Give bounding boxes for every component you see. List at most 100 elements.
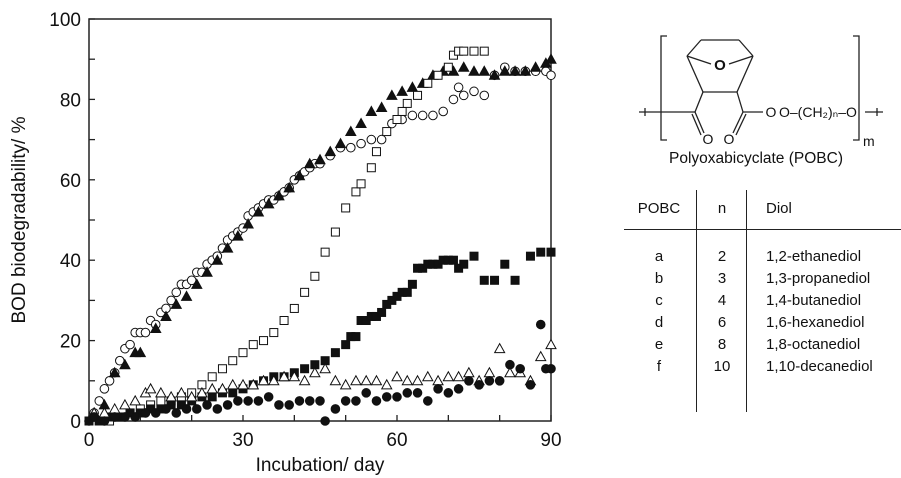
filled-triangle-point: [375, 101, 388, 112]
filled-square-point: [500, 259, 510, 269]
table-cell-n: 4: [717, 292, 727, 309]
open-circle-point: [479, 90, 490, 101]
filled-triangle-point: [273, 189, 285, 201]
left-carbonyl: [639, 108, 705, 136]
open-square-point: [479, 46, 489, 56]
filled-circle-point: [161, 404, 171, 414]
open-circle-point: [469, 86, 479, 97]
filled-circle-point: [315, 396, 325, 406]
table-divider-1: [696, 190, 697, 412]
open-triangle-point: [534, 350, 547, 362]
open-triangle-point: [442, 370, 455, 382]
open-circle-point: [448, 94, 459, 105]
open-square-point: [469, 46, 479, 56]
open-triangle-point: [370, 374, 383, 386]
open-square-point: [413, 90, 423, 100]
filled-triangle-point: [509, 65, 521, 76]
plot-frame: [88, 18, 552, 422]
filled-circle-point: [340, 396, 351, 406]
filled-square-point: [207, 392, 217, 402]
data-points: [84, 46, 557, 426]
table-header-diol: Diol: [766, 200, 792, 217]
open-triangle-point: [247, 378, 260, 390]
open-triangle-point: [309, 366, 321, 378]
filled-circle-point: [243, 396, 253, 406]
filled-triangle-point: [283, 181, 296, 193]
filled-triangle-point: [160, 310, 172, 321]
open-triangle-point: [380, 378, 393, 390]
table-header-n: n: [717, 200, 727, 217]
filled-triangle-point: [134, 346, 147, 358]
table-cell-diol: 1,4-butanediol: [766, 292, 862, 309]
open-square-point: [459, 46, 469, 56]
filled-circle-point: [381, 392, 392, 402]
filled-circle-point: [202, 400, 212, 410]
filled-square-point: [469, 251, 479, 261]
open-triangle-point: [288, 370, 301, 382]
filled-circle-point: [212, 404, 223, 414]
left-bracket: [660, 35, 667, 141]
filled-triangle-point: [252, 205, 265, 217]
table-cell-pobc: d: [654, 314, 664, 331]
table-cell-diol: 1,10-decanediol: [766, 358, 873, 375]
open-circle-point: [546, 70, 556, 81]
table-header-pobc: POBC: [637, 200, 681, 217]
open-triangle-point: [493, 342, 506, 354]
open-triangle-point: [119, 398, 131, 410]
open-circle-point: [417, 110, 428, 121]
open-square-point: [248, 340, 258, 350]
filled-triangle-point: [344, 125, 357, 137]
filled-circle-point: [392, 392, 402, 402]
open-triangle-point: [504, 366, 516, 378]
filled-circle-point: [525, 380, 536, 390]
open-triangle-point: [298, 374, 311, 386]
filled-triangle-point: [221, 242, 234, 253]
table-cell-pobc: c: [655, 292, 663, 309]
x-tick-label: 60: [386, 430, 407, 451]
filled-circle-point: [371, 396, 382, 406]
filled-circle-point: [263, 392, 274, 402]
x-axis-label: Incubation/ day: [256, 455, 385, 476]
open-triangle-point: [108, 402, 121, 414]
open-triangle-point: [319, 362, 331, 374]
filled-square-point: [546, 247, 556, 257]
filled-circle-point: [464, 376, 474, 386]
table-cell-n: 2: [717, 248, 727, 265]
open-triangle-point: [421, 370, 434, 382]
open-square-point: [228, 356, 238, 366]
open-square-point: [392, 115, 402, 124]
filled-square-point: [525, 251, 535, 261]
open-triangle-point: [206, 382, 219, 394]
filled-circle-point: [192, 404, 202, 414]
filled-square-point: [536, 247, 546, 257]
filled-triangle-point: [365, 105, 378, 116]
open-triangle-point: [391, 370, 403, 382]
filled-circle-point: [304, 396, 315, 406]
open-square-point: [423, 78, 433, 88]
filled-circle-point: [294, 396, 305, 406]
open-square-point: [207, 372, 217, 382]
open-square-point: [397, 106, 407, 116]
filled-circle-point: [330, 404, 341, 414]
filled-triangle-point: [303, 157, 316, 169]
open-square-point: [356, 179, 366, 189]
filled-square-point: [479, 275, 489, 285]
filled-circle-point: [109, 412, 120, 422]
filled-circle-point: [515, 363, 526, 374]
filled-circle-point: [402, 388, 413, 398]
repeat-subscript: m: [863, 133, 875, 148]
table-cell-n: 8: [717, 336, 727, 353]
filled-circle-point: [361, 388, 372, 398]
open-circle-point: [428, 110, 438, 121]
filled-circle-point: [351, 396, 361, 406]
carbonyl-oxygen-right: O: [724, 131, 735, 147]
bod-chart: 0 30 60 90 0 20 40 60 80 100 Incubation/ day BOD …: [9, 10, 562, 476]
filled-triangle-point: [545, 53, 557, 64]
open-square-point: [402, 98, 412, 108]
open-square-point: [156, 396, 166, 406]
open-triangle-point: [278, 370, 290, 382]
y-axis-label: BOD biodegradability/ %: [9, 116, 30, 323]
open-square-point: [310, 271, 320, 281]
open-square-point: [330, 227, 340, 237]
open-triangle-point: [411, 374, 424, 386]
